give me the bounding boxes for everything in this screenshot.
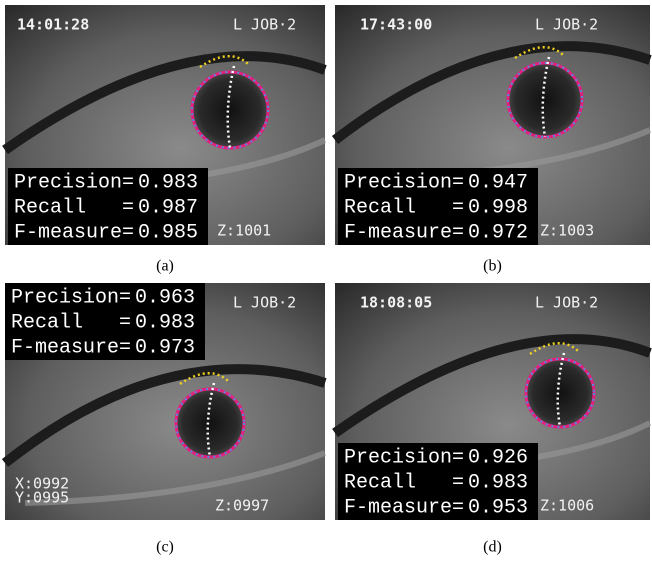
metric-value: 0.953 <box>468 496 528 519</box>
panel: 18:08:05 L JOB·2 Z:1006 Precision=0.926Reca… <box>335 283 650 520</box>
metric-value: 0.963 <box>135 286 195 309</box>
metric-label: Precision= <box>14 171 134 194</box>
panel: L JOB·2Z:0997X:0992Y:0995Precision=0.963… <box>5 283 325 520</box>
timestamp: 17:43:00 <box>360 16 432 34</box>
metric-value: 0.998 <box>468 196 528 219</box>
caption: (b) <box>483 258 502 275</box>
metric-label: F-measure= <box>11 336 131 359</box>
metric-label: Recall = <box>344 471 464 494</box>
metric-label: F-measure= <box>344 221 464 244</box>
metric-label: Recall = <box>11 311 131 334</box>
panel: 14:01:28 L JOB·2 Z:1001 Precision=0.983Reca… <box>5 5 325 245</box>
caption: (d) <box>483 539 502 556</box>
metric-label: F-measure= <box>14 221 134 244</box>
job-label: L JOB·2 <box>535 294 598 312</box>
metric-label: Recall = <box>14 196 134 219</box>
metric-value: 0.983 <box>138 171 198 194</box>
metric-value: 0.987 <box>138 196 198 219</box>
metric-label: Recall = <box>344 196 464 219</box>
metric-value: 0.983 <box>468 471 528 494</box>
z-label: Z:1001 <box>217 222 271 240</box>
metric-label: Precision= <box>11 286 131 309</box>
job-label: L JOB·2 <box>233 294 296 312</box>
metric-label: Precision= <box>344 446 464 469</box>
caption: (c) <box>156 539 174 556</box>
metric-label: F-measure= <box>344 496 464 519</box>
job-label: L JOB·2 <box>233 16 296 34</box>
metric-value: 0.926 <box>468 446 528 469</box>
z-label: Z:0997 <box>215 497 269 515</box>
panel: 17:43:00 L JOB·2 Z:1003 Precision=0.947Reca… <box>335 5 650 245</box>
metric-value: 0.947 <box>468 171 528 194</box>
y-label: Y:0995 <box>15 489 69 507</box>
timestamp: 18:08:05 <box>360 294 432 312</box>
metric-label: Precision= <box>344 171 464 194</box>
metric-value: 0.973 <box>135 336 195 359</box>
timestamp: 14:01:28 <box>17 16 89 34</box>
metric-value: 0.972 <box>468 221 528 244</box>
metric-value: 0.985 <box>138 221 198 244</box>
metric-value: 0.983 <box>135 311 195 334</box>
figure: 14:01:28L JOB·2Z:1001Precision=0.983Reca… <box>0 0 652 565</box>
caption: (a) <box>156 258 174 275</box>
job-label: L JOB·2 <box>535 16 598 34</box>
z-label: Z:1003 <box>540 222 594 240</box>
z-label: Z:1006 <box>540 497 594 515</box>
